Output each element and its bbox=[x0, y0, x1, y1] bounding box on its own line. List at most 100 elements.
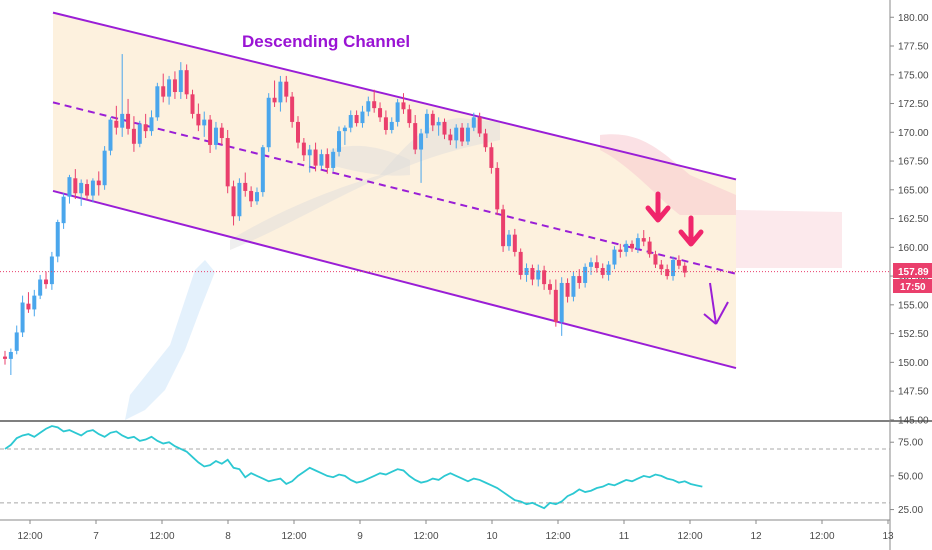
candle-body bbox=[354, 115, 359, 124]
candle bbox=[202, 111, 207, 137]
candle-body bbox=[618, 249, 623, 252]
candle bbox=[483, 128, 488, 152]
candle bbox=[378, 102, 383, 122]
time-axis[interactable]: 12:00 7 12:00 8 12:00 9 12:00 10 12:00 11 12:00 12 1… bbox=[17, 520, 894, 542]
candle-body bbox=[61, 196, 66, 224]
candle-body bbox=[237, 182, 242, 217]
candle-body bbox=[530, 268, 535, 280]
candle-body bbox=[102, 150, 107, 186]
candle bbox=[14, 325, 19, 355]
price-tick-label: 167.50 bbox=[898, 157, 929, 168]
candle-body bbox=[284, 81, 289, 97]
candle-body bbox=[14, 332, 19, 351]
candle bbox=[448, 128, 453, 145]
time-tick-label: 12:00 bbox=[281, 531, 306, 542]
candle bbox=[143, 113, 148, 139]
candle-body bbox=[665, 269, 670, 277]
candle bbox=[442, 118, 447, 140]
candle-body bbox=[635, 238, 640, 249]
candle bbox=[436, 117, 441, 136]
candle bbox=[641, 230, 646, 247]
candle bbox=[79, 179, 84, 206]
candle bbox=[278, 75, 283, 112]
candle bbox=[413, 115, 418, 155]
candle-body bbox=[460, 127, 465, 142]
candle-body bbox=[319, 154, 324, 166]
price-axis[interactable]: 180.00 177.50 175.00 172.50 170.00 167.50 165.… bbox=[890, 13, 929, 427]
channel-bottom-line[interactable] bbox=[52, 189, 737, 370]
candle bbox=[126, 98, 131, 135]
candle bbox=[624, 240, 629, 257]
candle-body bbox=[606, 264, 611, 275]
candle-body bbox=[260, 147, 265, 193]
time-tick-label: 11 bbox=[619, 531, 630, 542]
candle bbox=[407, 104, 412, 128]
candle-body bbox=[489, 147, 494, 168]
candle-body bbox=[161, 86, 166, 97]
price-tick-label: 175.00 bbox=[898, 70, 929, 81]
candle bbox=[401, 93, 406, 114]
candle bbox=[8, 348, 13, 375]
candle bbox=[653, 250, 658, 269]
candle bbox=[559, 277, 564, 336]
price-tick-label: 150.00 bbox=[898, 358, 929, 369]
candle bbox=[67, 174, 72, 204]
candle-body bbox=[518, 251, 523, 275]
candle bbox=[612, 246, 617, 270]
candle bbox=[635, 233, 640, 254]
candle bbox=[489, 142, 494, 174]
candle bbox=[501, 204, 506, 252]
candle-body bbox=[313, 149, 318, 166]
candle-body bbox=[307, 149, 312, 156]
candle-body bbox=[3, 356, 7, 359]
candle bbox=[577, 269, 582, 289]
cloud-blue bbox=[125, 260, 215, 420]
price-tick-label: 177.50 bbox=[898, 42, 929, 53]
candle bbox=[665, 264, 670, 280]
candle-body bbox=[120, 113, 125, 128]
candle bbox=[342, 125, 347, 145]
cloud-grey-2 bbox=[330, 145, 410, 176]
candle-body bbox=[126, 113, 131, 129]
candle bbox=[284, 75, 289, 103]
candle-body bbox=[114, 120, 119, 128]
channel-top-line[interactable] bbox=[52, 11, 737, 181]
candle bbox=[137, 120, 142, 148]
price-tick-label: 170.00 bbox=[898, 128, 929, 139]
candle-body bbox=[506, 234, 511, 247]
candle bbox=[49, 251, 54, 290]
candle-body bbox=[243, 182, 248, 191]
candle-body bbox=[20, 302, 25, 333]
candle bbox=[565, 278, 570, 303]
candle bbox=[477, 112, 482, 137]
candle bbox=[354, 110, 359, 127]
rsi-axis: 75.00 50.00 25.00 bbox=[890, 438, 923, 516]
rsi-tick-label: 50.00 bbox=[898, 471, 923, 482]
candle bbox=[630, 240, 635, 252]
candle-body bbox=[647, 241, 652, 255]
channel-mid-line[interactable] bbox=[52, 101, 737, 275]
candle bbox=[114, 105, 119, 135]
candle-body bbox=[471, 117, 476, 128]
candle bbox=[430, 110, 435, 132]
candle-body bbox=[454, 127, 459, 141]
candle-body bbox=[430, 113, 435, 126]
candle bbox=[553, 279, 558, 327]
price-tick-label: 165.00 bbox=[898, 185, 929, 196]
time-tick-label: 9 bbox=[357, 531, 363, 542]
price-tick-label: 172.50 bbox=[898, 99, 929, 110]
candle-body bbox=[225, 138, 230, 187]
candle-body bbox=[448, 134, 453, 141]
candle-body bbox=[630, 243, 635, 249]
candle-body bbox=[413, 123, 418, 150]
candle-body bbox=[167, 79, 172, 97]
candle-body bbox=[571, 276, 576, 297]
candle bbox=[161, 73, 166, 103]
candle-body bbox=[624, 243, 629, 252]
candle bbox=[243, 172, 248, 197]
candle-body bbox=[79, 182, 84, 194]
candle-body bbox=[542, 270, 547, 285]
candle bbox=[383, 110, 388, 135]
candle bbox=[102, 146, 107, 190]
